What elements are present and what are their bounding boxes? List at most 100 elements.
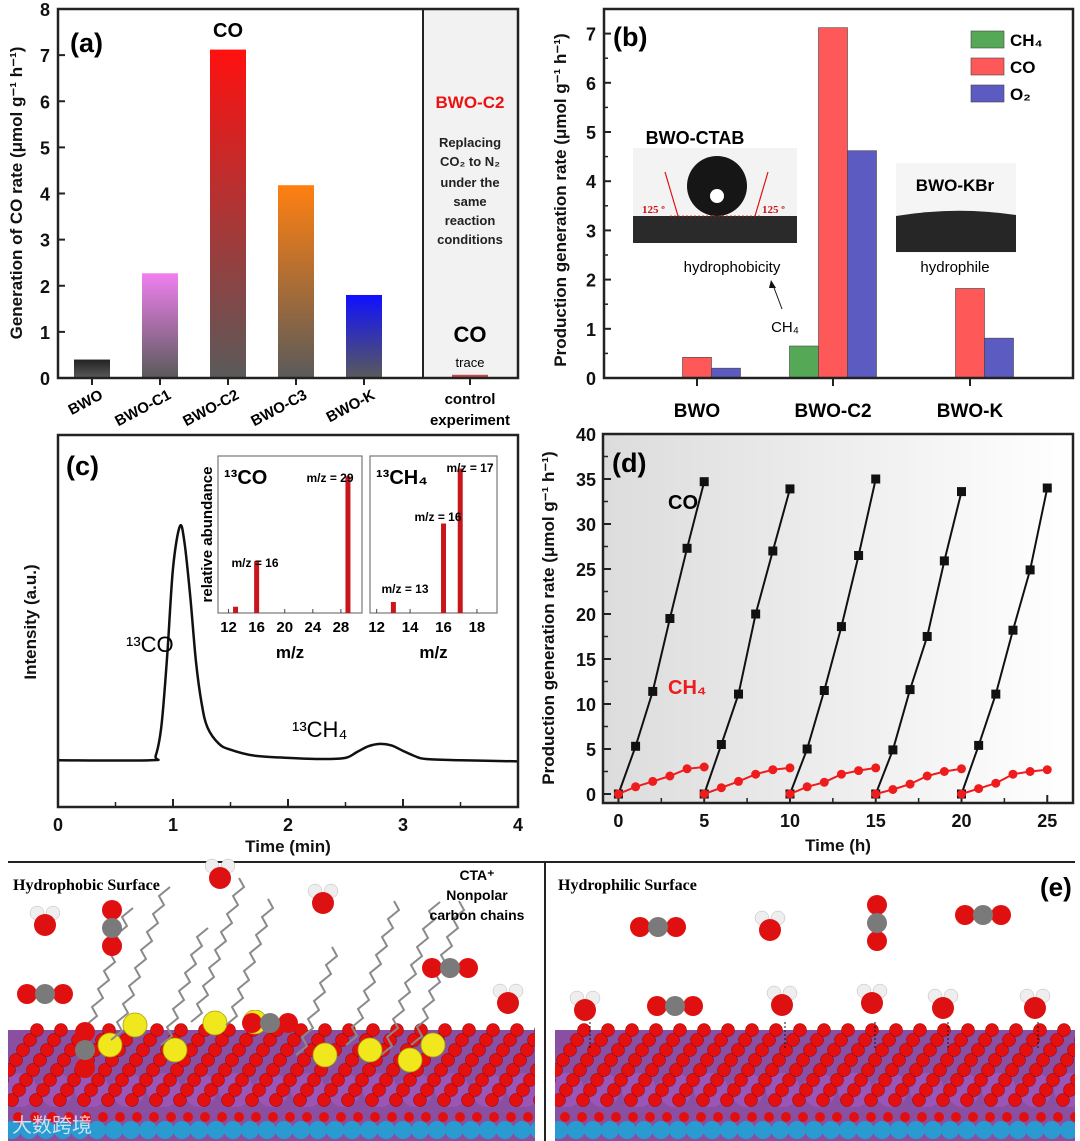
x-tick-label: 3 — [398, 815, 408, 835]
plot-frame — [602, 7, 1075, 380]
o-chain-atom — [379, 1073, 393, 1087]
inset-title: ¹³CH₄ — [376, 467, 428, 489]
o-chain-atom — [697, 1023, 711, 1037]
w-atom — [275, 1121, 293, 1139]
o-chain-atom — [448, 1043, 462, 1057]
o-chain-atom — [669, 1063, 683, 1077]
o-chain-atom — [239, 1033, 253, 1047]
bar — [390, 602, 396, 613]
br-atom — [162, 1037, 188, 1063]
o-chain-atom — [451, 1073, 465, 1087]
legend-swatch — [970, 30, 1005, 49]
o-chain-atom — [721, 1023, 735, 1037]
o-chain-atom — [249, 1053, 263, 1067]
peak-annotation: m/z = 17 — [446, 461, 493, 475]
carbon-chain — [190, 877, 246, 1023]
y-tick-label: 0 — [40, 369, 50, 389]
x-tick-label: 0 — [53, 815, 63, 835]
peak-label-13ch4: ¹³CH₄ — [292, 717, 347, 742]
o-chain-atom — [496, 1043, 510, 1057]
w-atom — [669, 1121, 687, 1139]
o-chain-atom — [679, 1083, 693, 1097]
x-tick-label: 15 — [866, 811, 886, 831]
inset-13co: 12 16 20 24 28 ¹³CO m/z relative abundance m/z =… — [199, 455, 363, 662]
chart-title: CO — [213, 20, 243, 42]
o-chain-atom — [693, 1063, 707, 1077]
o-chain-atom — [60, 1083, 74, 1097]
x-tick-label: 20 — [951, 811, 971, 831]
o-atom — [1036, 1112, 1046, 1122]
o-chain-atom — [971, 1043, 985, 1057]
o-chain-atom — [703, 1083, 717, 1097]
o-chain-atom — [878, 1073, 892, 1087]
o-chain-atom — [150, 1023, 164, 1037]
o-chain-atom — [492, 1083, 506, 1097]
o-chain-atom — [1008, 1093, 1022, 1107]
control-note: conditions — [437, 232, 503, 247]
o-atom — [696, 1112, 706, 1122]
right-title: Hydrophilic Surface — [558, 877, 697, 894]
o-chain-atom — [23, 1033, 37, 1047]
data-point-co — [751, 609, 761, 619]
o-chain-atom — [1029, 1063, 1043, 1077]
o-chain-atom — [782, 1073, 796, 1087]
o-chain-atom — [587, 1043, 601, 1057]
o-chain-atom — [534, 1026, 535, 1034]
o-chain-atom — [403, 1073, 417, 1087]
o-chain-atom — [865, 1023, 879, 1037]
o-atom — [472, 1112, 482, 1122]
co2-atom — [75, 1022, 95, 1042]
co2-atom — [102, 900, 122, 920]
o-chain-atom — [864, 1093, 878, 1107]
y-tick-label: 5 — [586, 740, 596, 760]
o-chain-atom — [803, 1043, 817, 1057]
w-atom — [873, 1121, 891, 1139]
o-chain-atom — [913, 1023, 927, 1037]
series-label-ch4: CH₄ — [668, 677, 706, 699]
o-atom — [574, 999, 596, 1021]
bar-ch — [789, 345, 819, 379]
o-chain-atom — [338, 1063, 352, 1077]
w-atom — [411, 1121, 429, 1139]
o-chain-atom — [201, 1053, 215, 1067]
o-chain-atom — [266, 1063, 280, 1077]
y-axis-title: Production generation rate (μmol g⁻¹ h⁻¹… — [551, 33, 570, 366]
w-atom — [173, 1121, 191, 1139]
y-axis-title: Intensity (a.u.) — [21, 564, 40, 679]
o-chain-atom — [683, 1043, 697, 1057]
data-point-ch4 — [1042, 765, 1052, 775]
o-chain-atom — [153, 1053, 167, 1067]
data-point-co — [716, 740, 726, 749]
y-tick-label: 40 — [576, 425, 596, 445]
data-point-ch4 — [1008, 769, 1018, 779]
data-point-ch4 — [922, 771, 932, 781]
w-atom — [890, 1121, 908, 1139]
control-note: same — [453, 194, 486, 209]
o-chain-atom — [101, 1093, 115, 1107]
plot-background — [603, 434, 1073, 803]
o-chain-atom — [465, 1053, 479, 1067]
o-chain-atom — [235, 1073, 249, 1087]
br-atom — [312, 1042, 338, 1068]
o-chain-atom — [54, 1023, 68, 1037]
inset-caption: hydrophile — [920, 259, 989, 276]
x-tick-label: 16 — [248, 619, 265, 636]
o-atom — [421, 1112, 431, 1122]
y-tick-label: 6 — [40, 92, 50, 112]
data-point-co — [939, 556, 949, 566]
o-chain-atom — [950, 1073, 964, 1087]
o-chain-atom — [570, 1033, 584, 1047]
o-atom — [662, 1112, 672, 1122]
o-atom — [489, 1112, 499, 1122]
o-chain-atom — [317, 1093, 331, 1107]
w-atom — [496, 1121, 514, 1139]
o-chain-atom — [583, 1083, 597, 1097]
o-chain-atom — [710, 1073, 724, 1087]
o-atom — [917, 1112, 927, 1122]
o-chain-atom — [389, 1093, 403, 1107]
o-chain-atom — [290, 1063, 304, 1077]
o-chain-atom — [985, 1023, 999, 1037]
o-chain-atom — [652, 1053, 666, 1067]
x-tick-label: BWO — [66, 386, 107, 418]
